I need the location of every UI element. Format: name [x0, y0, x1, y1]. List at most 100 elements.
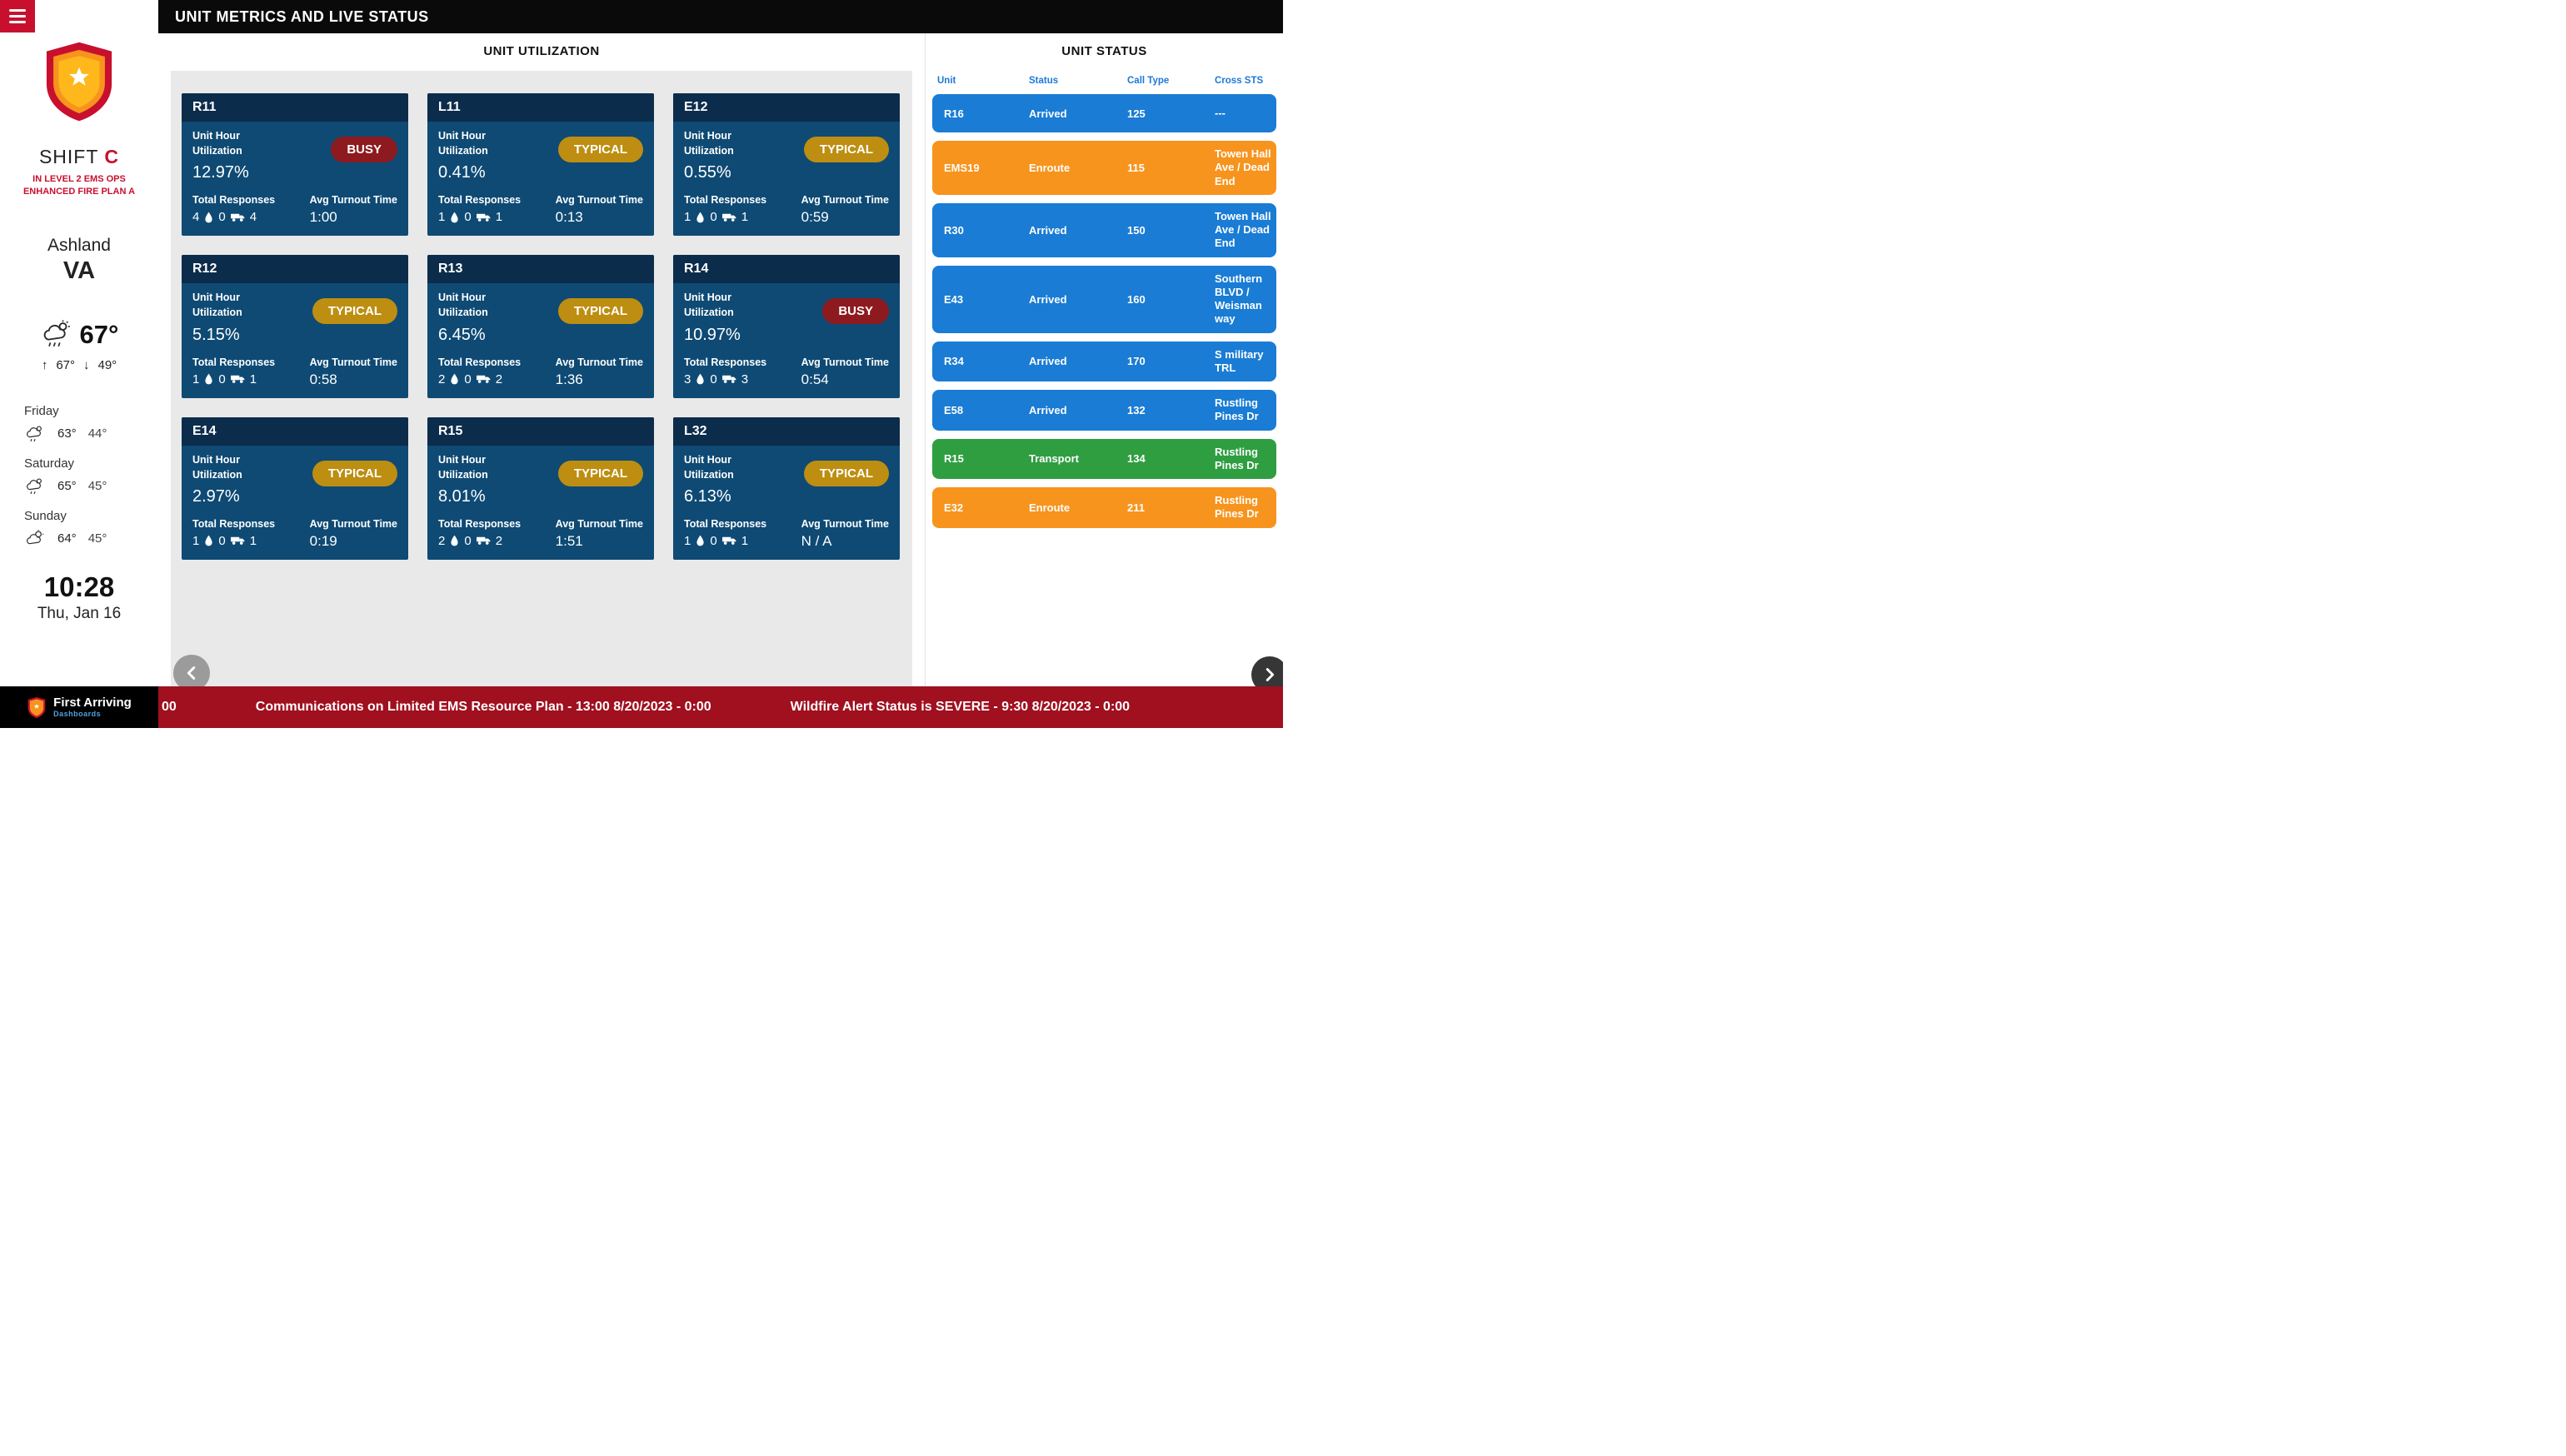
- responses-count-2: 0: [218, 533, 226, 548]
- previous-page-button[interactable]: [173, 655, 210, 691]
- ems-drop-icon: [696, 212, 704, 223]
- unit-card-grid: R11 Unit Hour Utilization 12.97% BUSY To…: [182, 93, 901, 560]
- ems-drop-icon: [696, 373, 704, 385]
- col-unit: Unit: [937, 76, 956, 86]
- ticker-message: Communications on Limited EMS Resource P…: [255, 700, 711, 714]
- row-status: Arrived: [1029, 107, 1067, 120]
- avg-turnout-value: N / A: [801, 532, 832, 549]
- avg-turnout-value: 0:19: [309, 532, 337, 549]
- status-heading: UNIT STATUS: [1061, 44, 1147, 58]
- ems-drop-icon: [451, 535, 458, 546]
- total-responses-label: Total Responses: [438, 356, 522, 368]
- row-call-type: 150: [1127, 223, 1146, 237]
- unit-card: R12 Unit Hour Utilization 5.15% TYPICAL …: [182, 255, 408, 398]
- row-cross-streets: Towen Hall Ave / Dead End: [1215, 147, 1271, 187]
- page-title: UNIT METRICS AND LIVE STATUS: [175, 7, 429, 25]
- row-call-type: 134: [1127, 452, 1146, 466]
- ems-drop-icon: [451, 373, 458, 385]
- avg-turnout-label: Avg Turnout Time: [801, 356, 889, 368]
- total-responses-label: Total Responses: [192, 517, 276, 530]
- ops-plan-status: IN LEVEL 2 EMS OPS ENHANCED FIRE PLAN A: [23, 173, 135, 199]
- row-status: Transport: [1029, 452, 1079, 466]
- forecast-day: Saturday 65° 45°: [24, 456, 134, 497]
- unit-status-badge: TYPICAL: [803, 137, 889, 162]
- forecast-low: 44°: [87, 426, 107, 441]
- responses-breakdown: 1 0 1: [438, 210, 521, 224]
- responses-count-3: 3: [741, 371, 749, 386]
- uhu-value: 10.97%: [684, 325, 741, 344]
- rain-cloud-sun-icon: [43, 320, 70, 347]
- responses-count-1: 1: [684, 210, 691, 225]
- row-cross-streets: Rustling Pines Dr: [1215, 396, 1259, 423]
- row-unit: E58: [944, 403, 964, 416]
- responses-breakdown: 4 0 4: [192, 210, 275, 224]
- ems-drop-icon: [205, 212, 212, 223]
- fire-truck-icon: [721, 537, 736, 546]
- shift-letter: C: [104, 146, 120, 167]
- col-call-type: Call Type: [1127, 76, 1170, 86]
- hamburger-menu-icon[interactable]: [0, 0, 35, 32]
- responses-breakdown: 1 0 1: [684, 534, 766, 548]
- ems-drop-icon: [451, 212, 458, 223]
- row-status: Arrived: [1029, 292, 1067, 306]
- unit-card-title: R14: [673, 255, 900, 284]
- uhu-label: Unit Hour Utilization: [684, 130, 734, 157]
- unit-status-badge: TYPICAL: [803, 460, 889, 486]
- row-unit: EMS19: [944, 161, 980, 174]
- unit-card-title: E14: [182, 416, 408, 446]
- utilization-heading: UNIT UTILIZATION: [483, 44, 600, 58]
- responses-count-1: 3: [684, 371, 691, 386]
- avg-turnout-label: Avg Turnout Time: [555, 194, 643, 207]
- fire-truck-icon: [476, 213, 491, 222]
- responses-breakdown: 3 0 3: [684, 372, 766, 386]
- high-arrow-icon: ↑: [41, 357, 48, 372]
- unit-status-badge: BUSY: [822, 298, 889, 325]
- avg-turnout-value: 1:00: [309, 209, 337, 226]
- shield-icon: [46, 42, 112, 122]
- responses-count-3: 1: [741, 210, 749, 225]
- responses-count-3: 2: [495, 371, 503, 386]
- avg-turnout-value: 0:13: [555, 209, 583, 226]
- row-unit: R34: [944, 355, 964, 368]
- unit-status-badge: TYPICAL: [557, 460, 643, 486]
- forecast-day: Friday 63° 44°: [24, 404, 134, 445]
- row-status: Enroute: [1029, 161, 1071, 174]
- uhu-value: 2.97%: [192, 486, 240, 506]
- uhu-label: Unit Hour Utilization: [438, 130, 488, 157]
- row-cross-streets: Southern BLVD / Weisman way: [1215, 272, 1263, 326]
- row-unit: R30: [944, 223, 964, 237]
- responses-count-3: 1: [741, 533, 749, 548]
- avg-turnout-label: Avg Turnout Time: [555, 356, 643, 368]
- current-weather: 67°: [40, 318, 119, 352]
- first-arriving-shield-icon: [27, 696, 46, 718]
- uhu-value: 0.41%: [438, 163, 486, 182]
- responses-count-2: 0: [710, 533, 717, 548]
- current-temp: 67°: [79, 319, 119, 349]
- responses-count-3: 1: [249, 533, 257, 548]
- unit-status-badge: TYPICAL: [312, 460, 397, 486]
- today-high: 67°: [56, 357, 75, 372]
- unit-status-row: R30 Arrived 150 Towen Hall Ave / Dead En…: [932, 202, 1276, 257]
- col-cross-sts: Cross STS: [1215, 76, 1264, 86]
- uhu-value: 6.45%: [438, 325, 486, 344]
- low-arrow-icon: ↓: [83, 357, 90, 372]
- unit-card: R11 Unit Hour Utilization 12.97% BUSY To…: [182, 93, 408, 237]
- row-unit: E32: [944, 501, 964, 514]
- unit-status-row: R16 Arrived 125 ---: [932, 94, 1276, 132]
- total-responses-label: Total Responses: [684, 194, 767, 207]
- row-call-type: 115: [1127, 161, 1145, 174]
- row-cross-streets: ---: [1215, 106, 1226, 119]
- agency-shield-logo: [40, 40, 118, 127]
- first-arriving-logo: First Arriving Dashboards: [0, 686, 158, 728]
- avg-turnout-value: 1:36: [555, 371, 583, 387]
- row-status: Arrived: [1029, 223, 1067, 237]
- responses-breakdown: 1 0 1: [684, 210, 766, 224]
- responses-count-2: 0: [218, 371, 226, 386]
- forecast-high: 65°: [57, 479, 77, 494]
- responses-count-3: 4: [249, 210, 257, 225]
- today-high-low: ↑ 67° ↓ 49°: [42, 358, 117, 372]
- responses-count-2: 0: [710, 210, 717, 225]
- row-call-type: 160: [1127, 292, 1146, 306]
- forecast-list: Friday 63° 44° Saturday: [24, 392, 134, 550]
- partly-cloudy-icon: [27, 529, 44, 545]
